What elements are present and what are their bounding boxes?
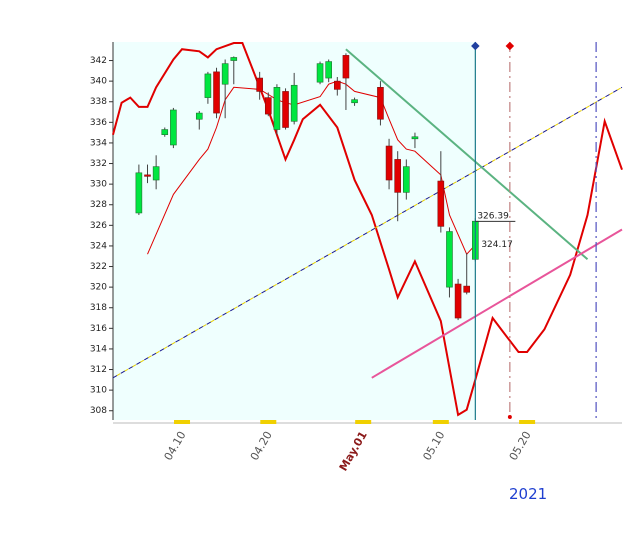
- candle-body: [135, 172, 143, 214]
- y-tick-label: 322: [90, 262, 107, 272]
- overlay-line: [112, 42, 623, 417]
- candle-body: [454, 283, 462, 319]
- x-tick: [432, 420, 449, 424]
- y-tick-label: 312: [90, 365, 107, 375]
- x-tick-label: May.01: [337, 429, 370, 473]
- candle-body: [351, 99, 358, 104]
- vertical-line-marker: [471, 41, 480, 51]
- candle-body: [204, 73, 212, 98]
- year-label: 2021: [509, 485, 547, 503]
- candle-body: [316, 63, 324, 83]
- candle-body: [437, 180, 445, 227]
- y-tick-label: 320: [90, 283, 107, 293]
- x-tick-label: 05.10: [420, 429, 447, 463]
- candle-body: [152, 166, 160, 181]
- overlay-line: [345, 48, 589, 261]
- candle-body: [463, 285, 471, 293]
- y-tick-label: 336: [90, 118, 107, 128]
- y-tick-label: 340: [90, 77, 107, 87]
- candle-body: [394, 159, 401, 193]
- x-tick: [519, 420, 536, 424]
- candle-body: [411, 136, 419, 140]
- candle-body: [273, 87, 281, 130]
- candle-body: [256, 77, 263, 92]
- x-tick: [260, 420, 277, 424]
- y-tick-label: 342: [90, 56, 107, 66]
- candle-body: [446, 231, 453, 288]
- candle-body: [230, 57, 238, 61]
- x-tick: [174, 420, 191, 424]
- candle-body: [282, 91, 289, 128]
- candle-body: [170, 109, 177, 146]
- candle-body: [342, 55, 350, 79]
- x-tick-label: 04.20: [248, 429, 275, 463]
- candle-body: [195, 112, 203, 120]
- candle-body: [334, 80, 341, 90]
- x-tick-label: 05.20: [507, 429, 534, 463]
- y-tick-label: 326: [90, 221, 107, 231]
- overlay-line-dash: [112, 86, 623, 379]
- vertical-line-marker: [507, 415, 512, 419]
- y-tick-label: 338: [90, 97, 107, 107]
- y-tick-label: 314: [90, 344, 107, 354]
- overlay-line: [371, 228, 623, 379]
- candle-body: [377, 87, 384, 120]
- annotation: 324.17: [481, 240, 513, 250]
- y-tick-label: 324: [90, 241, 107, 251]
- annotation: 326.39: [477, 211, 509, 221]
- x-tick: [355, 420, 372, 424]
- candle-body: [325, 61, 332, 79]
- y-tick-label: 330: [90, 180, 107, 190]
- y-tick-label: 328: [90, 200, 107, 210]
- candle-body: [290, 84, 298, 122]
- candle-body: [221, 63, 229, 85]
- candle-body: [403, 166, 410, 193]
- overlay-line: [112, 86, 623, 379]
- candle-body: [144, 174, 151, 177]
- y-tick-label: 308: [90, 406, 107, 416]
- candle-body: [385, 145, 393, 181]
- y-tick-label: 334: [90, 138, 107, 148]
- y-tick-label: 310: [90, 386, 107, 396]
- candle-body: [264, 97, 272, 115]
- candle-body: [161, 129, 169, 135]
- overlay-line: [147, 80, 476, 256]
- vertical-line-marker: [505, 41, 515, 51]
- y-tick-label: 332: [90, 159, 107, 169]
- candle-body: [213, 71, 220, 114]
- x-tick-label: 04.10: [162, 429, 189, 463]
- y-tick-label: 318: [90, 303, 107, 313]
- y-tick-label: 316: [90, 324, 107, 334]
